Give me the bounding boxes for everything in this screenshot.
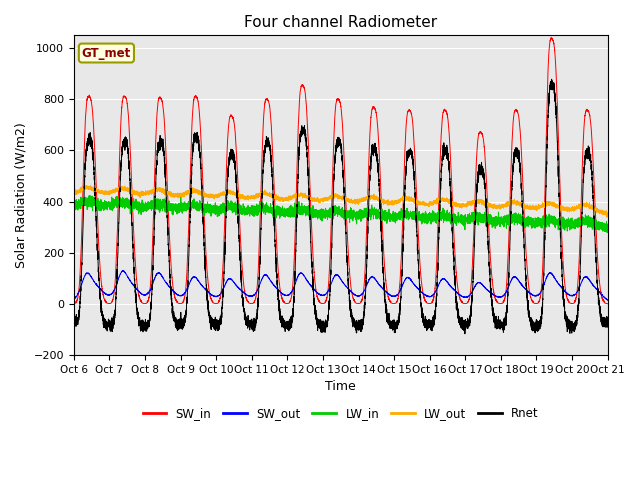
LW_in: [575, 217, 582, 223]
Y-axis label: Solar Radiation (W/m2): Solar Radiation (W/m2): [15, 122, 28, 268]
LW_out: [323, 197, 330, 203]
LW_out: [575, 204, 582, 210]
SW_out: [582, 274, 589, 280]
SW_in: [575, 267, 582, 273]
LW_in: [476, 214, 483, 220]
Legend: SW_in, SW_out, LW_in, LW_out, Rnet: SW_in, SW_out, LW_in, LW_out, Rnet: [138, 402, 543, 425]
SW_out: [604, 297, 612, 303]
Line: Rnet: Rnet: [74, 79, 608, 334]
LW_out: [582, 202, 589, 208]
Rnet: [582, 148, 589, 154]
LW_out: [460, 204, 468, 209]
LW_out: [252, 193, 259, 199]
LW_out: [603, 215, 611, 220]
Title: Four channel Radiometer: Four channel Radiometer: [244, 15, 437, 30]
Line: LW_out: LW_out: [74, 186, 608, 217]
LW_in: [604, 230, 611, 236]
SW_out: [119, 268, 127, 274]
Rnet: [476, 169, 483, 175]
Line: LW_in: LW_in: [74, 196, 608, 233]
LW_out: [476, 196, 483, 202]
Rnet: [323, 324, 330, 329]
LW_in: [252, 207, 259, 213]
SW_in: [476, 131, 483, 137]
SW_in: [604, 301, 612, 307]
Line: SW_out: SW_out: [74, 271, 608, 300]
SW_in: [252, 297, 259, 303]
Rnet: [604, 323, 612, 328]
X-axis label: Time: Time: [325, 380, 356, 393]
LW_out: [83, 183, 90, 189]
LW_in: [323, 211, 330, 216]
LW_in: [460, 219, 468, 225]
LW_in: [70, 203, 77, 209]
Rnet: [460, 322, 468, 327]
Rnet: [461, 331, 468, 336]
LW_in: [604, 228, 612, 234]
SW_out: [323, 290, 330, 296]
Line: SW_in: SW_in: [74, 38, 608, 304]
Text: GT_met: GT_met: [82, 47, 131, 60]
SW_in: [582, 111, 589, 117]
LW_out: [70, 191, 77, 197]
SW_in: [460, 300, 468, 306]
SW_out: [575, 286, 582, 292]
SW_in: [70, 301, 77, 307]
SW_out: [70, 297, 77, 302]
SW_out: [252, 291, 259, 297]
SW_out: [476, 280, 483, 286]
SW_out: [460, 294, 468, 300]
Rnet: [575, 300, 582, 306]
Rnet: [548, 76, 556, 82]
Rnet: [252, 320, 259, 325]
Rnet: [70, 317, 77, 323]
LW_out: [604, 211, 612, 216]
SW_in: [323, 297, 330, 303]
LW_in: [86, 193, 93, 199]
SW_in: [548, 35, 556, 41]
LW_in: [582, 221, 589, 227]
